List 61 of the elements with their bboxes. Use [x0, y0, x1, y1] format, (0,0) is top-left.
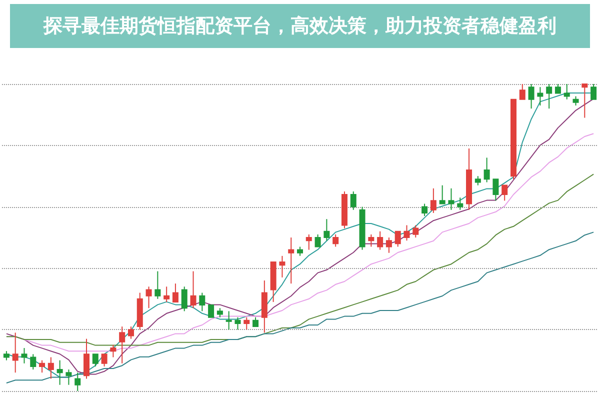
candlestick [332, 234, 339, 248]
candlestick [164, 286, 170, 302]
candlestick [448, 188, 454, 210]
candlestick [146, 286, 152, 309]
candlestick [564, 84, 570, 100]
candlestick [244, 316, 250, 330]
candlestick [216, 308, 223, 318]
candlestick [314, 234, 321, 248]
candlestick [39, 360, 46, 374]
chart-title: 探寻最佳期货恒指配资平台，高效决策，助力投资者稳健盈利 [42, 15, 556, 37]
candlestick [154, 270, 161, 300]
candlestick [324, 218, 330, 242]
candlestick [110, 344, 116, 358]
candlestick [582, 84, 588, 118]
candlestick [297, 246, 303, 256]
candlestick [590, 84, 597, 100]
candlestick [528, 84, 534, 110]
candlestick [101, 354, 108, 367]
candlestick [279, 255, 286, 278]
candlestick [439, 184, 446, 204]
candlestick [226, 310, 232, 330]
candlestick [12, 332, 18, 374]
candlestick [48, 356, 54, 380]
candlestick [3, 350, 10, 361]
candlestick [377, 230, 384, 250]
candlestick [30, 354, 36, 370]
candlestick [572, 96, 579, 106]
candlestick [457, 197, 464, 210]
candlestick [199, 292, 206, 312]
candlestick [66, 369, 72, 386]
candlestick [181, 286, 188, 312]
candlestick [474, 176, 481, 186]
candlestick [234, 316, 241, 330]
candlestick [119, 326, 126, 364]
candlestick [404, 224, 410, 242]
candlestick [492, 178, 499, 202]
candlestick [92, 354, 98, 367]
candlestick [519, 84, 526, 100]
candlestick [190, 270, 196, 309]
candlestick [128, 326, 134, 340]
candlestick [502, 184, 508, 202]
candlestick [546, 84, 552, 110]
candlestick [208, 304, 214, 318]
candlestick [84, 338, 90, 380]
candlestick [537, 86, 544, 106]
candlestick [394, 230, 401, 248]
candlestick [74, 372, 81, 392]
candlestick [306, 234, 312, 250]
candlestick [368, 234, 374, 248]
candlestick [554, 84, 561, 94]
candlestick [172, 283, 178, 302]
candlestick [21, 348, 28, 364]
candlestick [412, 224, 419, 238]
candlestick [288, 237, 294, 284]
candlestick [56, 360, 63, 386]
candlestick [484, 157, 490, 183]
candlestick [350, 190, 356, 210]
candlestick [430, 188, 436, 214]
candlestick [422, 203, 428, 217]
candlestick [386, 237, 392, 254]
candlestick [252, 316, 259, 328]
